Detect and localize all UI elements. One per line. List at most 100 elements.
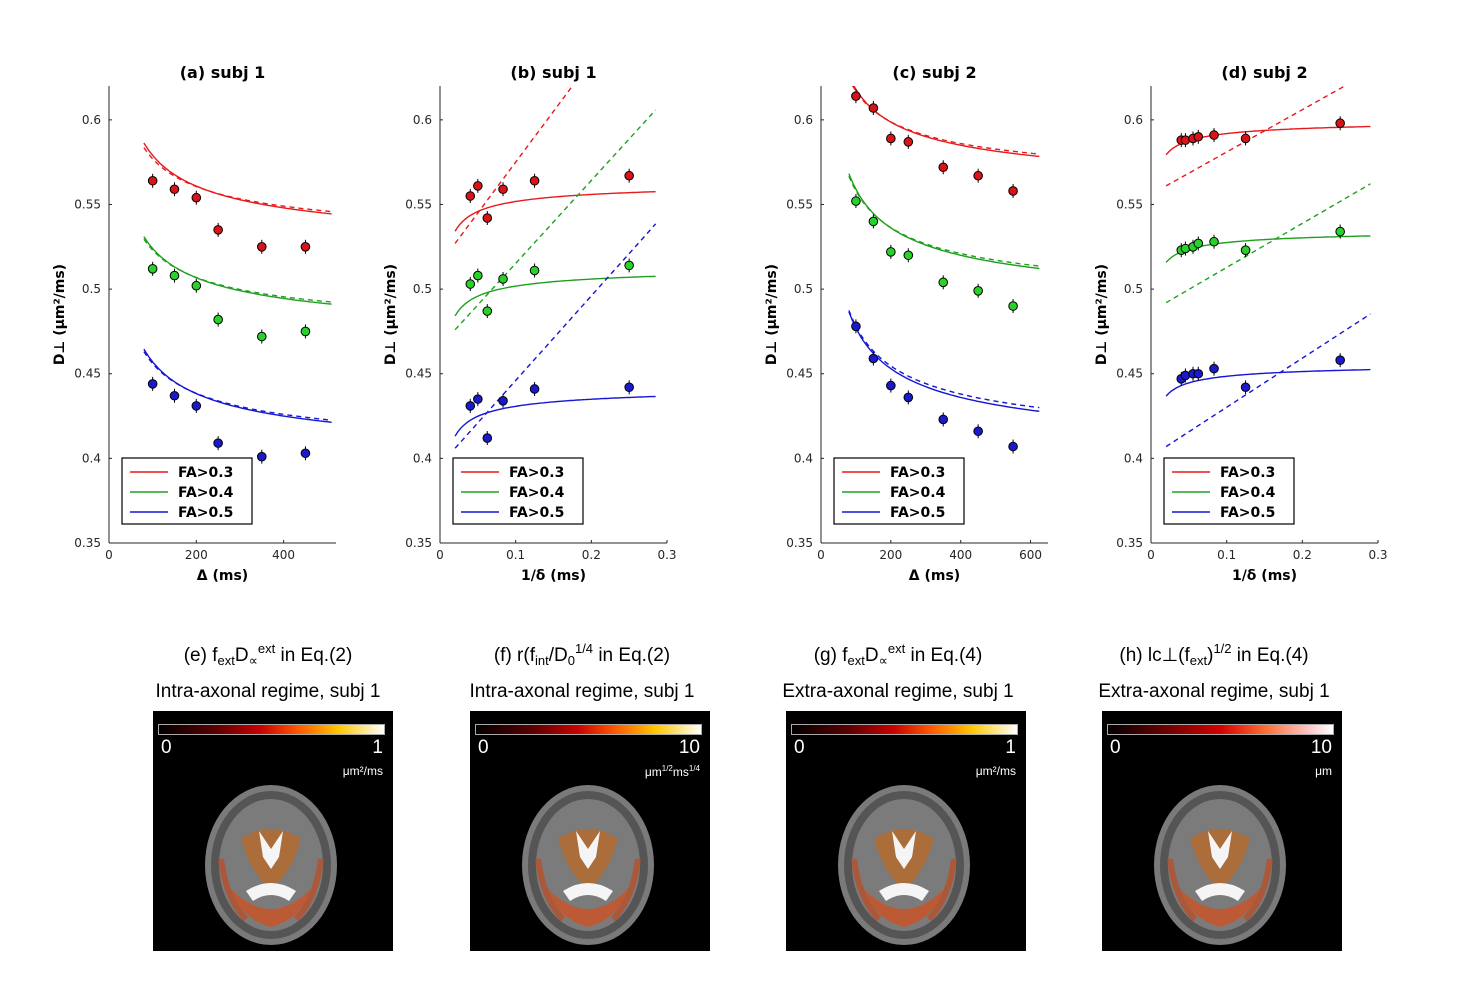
data-point [147,175,158,186]
data-point [1335,355,1345,366]
fit-solid [143,348,332,423]
colorbar-unit: μm²/ms [975,764,1016,778]
plot-a: (a) subj 1 0.35 0.4 0.45 0.5 0.55 0.6 0 200 400 Δ … [52,63,336,584]
x-tick-label: 0.3 [1368,548,1387,562]
colorbar-min: 0 [478,737,489,758]
data-point [473,394,483,404]
y-tick-label: 0.5 [413,282,432,296]
brain-region [1242,858,1273,922]
map-title-g: (g) fextD∝ext in Eq.(4) Extra-axonal reg… [782,641,1014,702]
y-tick-label: 0.4 [1124,451,1143,465]
series-FA>0.3 [454,86,656,244]
brain-image [205,785,337,945]
brain-region [576,831,600,869]
brain-region [535,858,566,922]
brain-region [293,858,324,922]
data-point [1008,186,1018,196]
fit-dashed [143,351,332,421]
colorbar [1107,724,1334,735]
fit-solid [143,142,332,215]
plot-title: (d) subj 2 [1221,63,1307,82]
colorbar-unit: μm1/2ms1/4 [644,764,700,779]
brain-image [522,785,654,945]
series-FA>0.4 [454,109,657,331]
legend-label: FA>0.4 [509,485,565,501]
colorbar-unit: μm²/ms [342,764,383,778]
x-tick-label: 0 [817,548,825,562]
brain-map-e: 0 1 μm²/ms [153,711,393,951]
plot-title: (b) subj 1 [510,63,596,82]
fit-dashed [143,147,332,213]
y-tick-label: 0.5 [794,282,813,296]
y-tick-label: 0.6 [1124,113,1143,127]
x-tick-label: 200 [185,548,208,562]
y-tick-label: 0.6 [794,113,813,127]
data-point [973,170,983,181]
data-point [886,380,896,391]
data-point [465,279,476,289]
data-point [482,306,493,316]
data-point [473,181,483,191]
x-tick-label: 0.2 [582,548,601,562]
series-FA>0.5 [454,223,657,449]
x-axis-label: 1/δ (ms) [521,568,586,584]
fit-solid [454,275,656,317]
y-tick-label: 0.6 [82,113,101,127]
data-point [624,382,634,393]
y-tick-label: 0.55 [74,197,101,211]
brain-map-h: 0 10 μm [1102,711,1342,951]
series-FA>0.3 [143,142,332,254]
data-point [1008,301,1018,311]
x-tick-label: 600 [1019,548,1042,562]
x-tick-label: 400 [949,548,972,562]
colorbar-unit: μm [1315,764,1332,778]
series-FA>0.5 [1165,313,1371,448]
fit-solid [848,311,1040,412]
y-tick-label: 0.35 [786,536,813,550]
legend-label: FA>0.3 [178,465,233,481]
data-point [147,264,158,274]
brain-region [851,858,882,922]
brain-region [246,883,296,901]
y-tick-label: 0.4 [794,451,813,465]
colorbar-min: 0 [794,737,805,758]
legend-label: FA>0.4 [890,485,946,501]
data-point [191,401,202,411]
data-point [465,401,476,411]
data-point [256,451,267,462]
y-tick-label: 0.5 [82,282,101,296]
brain-region [231,889,311,927]
y-tick-label: 0.5 [1124,282,1143,296]
x-axis-label: Δ (ms) [197,568,248,584]
x-tick-label: 200 [879,548,902,562]
data-point [624,260,634,271]
fit-dashed [1165,183,1371,304]
brain-image [838,785,970,945]
data-point [213,438,223,448]
data-point [886,247,896,257]
data-point [473,270,483,281]
x-axis-label: Δ (ms) [909,568,960,584]
y-tick-label: 0.6 [413,113,432,127]
legend-label: FA>0.4 [1220,485,1276,501]
data-point [1335,226,1345,237]
data-point [1240,245,1251,255]
plot-title: (a) subj 1 [180,63,266,82]
fit-dashed [848,310,1040,409]
colorbar [158,724,385,735]
brain-map-g: 0 1 μm²/ms [786,711,1026,951]
data-point [851,196,861,206]
data-point [973,426,983,437]
legend-box [1163,457,1295,525]
brain-region [259,831,283,869]
x-tick-label: 0.2 [1293,548,1312,562]
colorbar-min: 0 [161,737,172,758]
fit-dashed [454,223,657,449]
brain-region [563,883,613,901]
data-point [886,133,896,144]
x-axis-label: 1/δ (ms) [1232,568,1297,584]
series-FA>0.3 [1165,86,1371,187]
data-point [903,250,914,261]
y-axis-label: D⊥ (μm²/ms) [52,264,68,365]
x-tick-label: 0.3 [657,548,676,562]
